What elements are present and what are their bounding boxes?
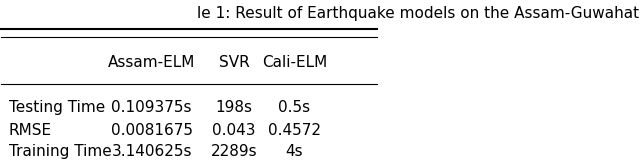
Text: RMSE: RMSE: [9, 123, 52, 138]
Text: SVR: SVR: [219, 55, 250, 70]
Text: 0.109375s: 0.109375s: [111, 100, 192, 115]
Text: 0.4572: 0.4572: [268, 123, 321, 138]
Text: 0.0081675: 0.0081675: [111, 123, 193, 138]
Text: 2289s: 2289s: [211, 144, 257, 159]
Text: Training Time: Training Time: [9, 144, 111, 159]
Text: 0.043: 0.043: [212, 123, 256, 138]
Text: le 1: Result of Earthquake models on the Assam-Guwahati region: le 1: Result of Earthquake models on the…: [196, 6, 640, 21]
Text: 3.140625s: 3.140625s: [111, 144, 192, 159]
Text: 0.5s: 0.5s: [278, 100, 310, 115]
Text: Cali-ELM: Cali-ELM: [262, 55, 327, 70]
Text: 4s: 4s: [285, 144, 303, 159]
Text: Assam-ELM: Assam-ELM: [108, 55, 195, 70]
Text: Testing Time: Testing Time: [9, 100, 105, 115]
Text: 198s: 198s: [216, 100, 253, 115]
